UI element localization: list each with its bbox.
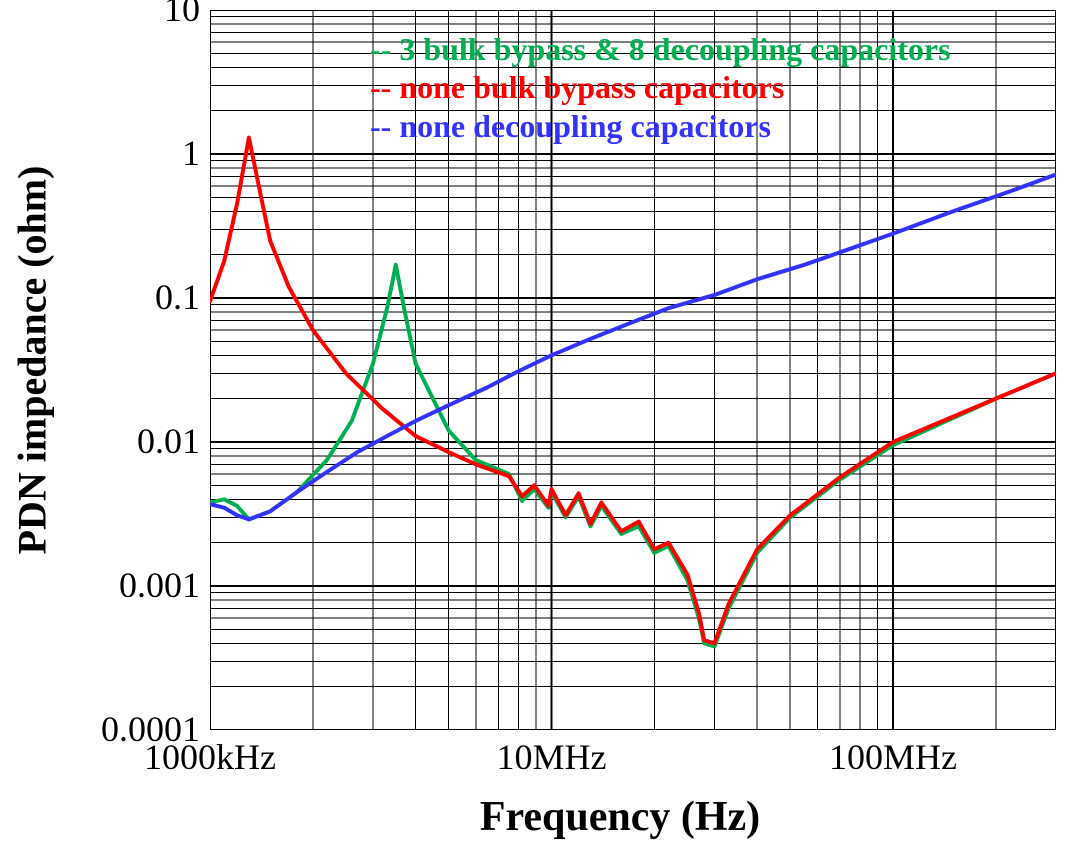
legend-item: -- none bulk bypass capacitors xyxy=(370,68,951,106)
legend-item: -- 3 bulk bypass & 8 decoupling capacito… xyxy=(370,30,951,68)
y-tick-label: 1 xyxy=(70,132,200,174)
y-tick-label: 0.1 xyxy=(70,276,200,318)
x-tick-label: 100MHz xyxy=(829,736,957,778)
legend: -- 3 bulk bypass & 8 decoupling capacito… xyxy=(370,30,951,145)
y-tick-label: 0.001 xyxy=(70,564,200,606)
chart-page: PDN impedance (ohm) Frequency (Hz) -- 3 … xyxy=(0,0,1080,847)
y-tick-label: 10 xyxy=(70,0,200,30)
x-tick-label: 10MHz xyxy=(497,736,607,778)
legend-item: -- none decoupling capacitors xyxy=(370,107,951,145)
y-tick-label: 0.01 xyxy=(70,420,200,462)
y-axis-label: PDN impedance (ohm) xyxy=(9,166,56,555)
x-axis-label: Frequency (Hz) xyxy=(480,793,760,841)
x-tick-label: 1000kHz xyxy=(144,736,276,778)
